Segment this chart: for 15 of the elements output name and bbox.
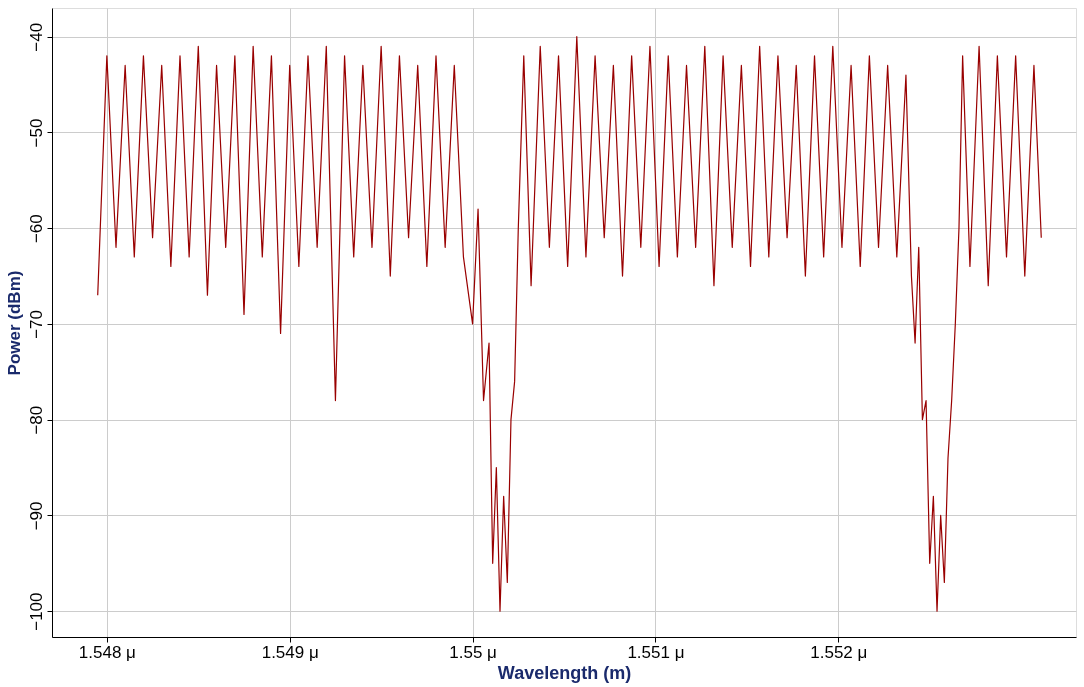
x-tick-label: 1.551 μ bbox=[627, 642, 685, 662]
x-axis-title: Wavelength (m) bbox=[497, 662, 632, 683]
x-tick-label: 1.549 μ bbox=[261, 642, 319, 662]
y-tick-label: −60 bbox=[26, 214, 46, 244]
y-axis-title: Power (dBm) bbox=[4, 270, 24, 376]
y-tick-label: −40 bbox=[26, 22, 46, 52]
y-tick-label: −100 bbox=[26, 592, 46, 631]
line-series bbox=[97, 36, 1042, 612]
x-tick-label: 1.552 μ bbox=[810, 642, 868, 662]
y-tick-label: −90 bbox=[26, 501, 46, 531]
x-tick-label: 1.55 μ bbox=[449, 642, 497, 662]
y-tick-label: −70 bbox=[26, 310, 46, 339]
x-tick-label: 1.548 μ bbox=[78, 642, 136, 662]
y-tick-label: −50 bbox=[26, 118, 46, 148]
y-tick-label: −80 bbox=[26, 405, 46, 435]
